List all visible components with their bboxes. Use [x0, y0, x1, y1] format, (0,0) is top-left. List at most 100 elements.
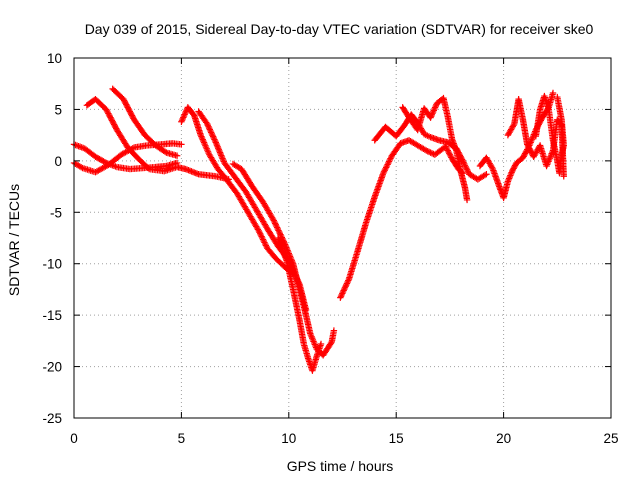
data-point	[109, 118, 116, 125]
data-point	[560, 173, 567, 180]
data-point	[273, 224, 281, 231]
data-point	[212, 139, 219, 146]
data-point	[261, 240, 269, 248]
data-point	[210, 134, 217, 142]
data-point	[505, 176, 512, 184]
data-point	[429, 110, 436, 117]
data-point	[337, 293, 345, 300]
y-tick-label: -5	[50, 205, 62, 220]
data-point	[511, 162, 519, 169]
series-4	[109, 85, 181, 159]
data-point	[380, 168, 388, 175]
data-point	[461, 162, 469, 169]
data-point	[504, 178, 512, 185]
data-point	[443, 146, 451, 153]
data-point	[481, 171, 489, 179]
data-point	[203, 120, 211, 128]
data-point	[327, 340, 335, 347]
data-point	[207, 129, 215, 136]
data-point	[383, 162, 391, 170]
series-11	[399, 94, 471, 204]
data-point	[338, 291, 345, 299]
data-point	[214, 143, 221, 150]
data-point	[257, 231, 265, 239]
data-point	[182, 108, 190, 115]
series-14	[532, 92, 567, 177]
data-point	[259, 234, 266, 242]
data-point	[521, 151, 528, 159]
x-tick-label: 10	[281, 431, 296, 446]
data-point	[211, 137, 219, 145]
data-point	[219, 156, 227, 164]
data-point	[179, 115, 186, 123]
series-9	[337, 137, 466, 301]
data-point	[101, 158, 109, 166]
data-point	[343, 280, 351, 287]
data-point	[205, 124, 213, 132]
data-point	[178, 118, 185, 125]
y-tick-label: -10	[42, 257, 62, 272]
data-point	[443, 144, 450, 152]
data-point	[510, 122, 517, 129]
data-point	[209, 133, 217, 140]
data-point	[202, 142, 209, 149]
data-point	[464, 168, 471, 175]
data-point	[122, 100, 129, 107]
data-points	[70, 85, 567, 374]
data-point	[386, 156, 393, 164]
data-point	[424, 148, 431, 155]
data-point	[127, 109, 134, 117]
data-point	[427, 149, 434, 156]
data-point	[128, 111, 135, 118]
data-point	[460, 159, 467, 166]
data-point	[525, 143, 532, 151]
data-point	[483, 171, 490, 178]
x-tick-label: 0	[70, 431, 78, 446]
data-point	[205, 123, 212, 130]
series-8	[274, 234, 325, 374]
data-point	[104, 108, 111, 116]
data-point	[330, 327, 338, 334]
data-point	[126, 108, 134, 115]
data-point	[124, 104, 131, 111]
data-point	[215, 145, 222, 152]
y-tick-label: 0	[54, 154, 62, 169]
data-point	[106, 113, 113, 120]
data-point	[510, 165, 517, 172]
data-point	[446, 151, 454, 158]
data-point	[432, 102, 439, 110]
data-point	[279, 235, 286, 243]
data-point	[217, 150, 224, 158]
data-point	[108, 117, 116, 124]
data-point	[213, 142, 221, 149]
data-point	[524, 141, 531, 148]
data-point	[180, 114, 187, 121]
data-point	[107, 114, 114, 121]
data-point	[342, 283, 349, 290]
data-point	[463, 166, 471, 173]
x-tick-label: 25	[603, 431, 618, 446]
y-tick-label: 5	[54, 102, 62, 117]
data-point	[344, 278, 351, 286]
x-tick-label: 5	[178, 431, 186, 446]
y-tick-label: -15	[42, 308, 62, 323]
data-point	[281, 239, 288, 247]
data-point	[258, 233, 265, 240]
data-point	[427, 114, 434, 121]
data-point	[275, 227, 282, 234]
data-point	[259, 236, 267, 243]
data-point	[276, 230, 284, 237]
data-point	[522, 149, 529, 156]
data-point	[381, 167, 388, 174]
data-point	[341, 284, 349, 291]
data-point	[277, 231, 284, 238]
data-point	[180, 112, 188, 120]
data-point	[274, 225, 281, 233]
chart-title: Day 039 of 2015, Sidereal Day-to-day VTE…	[85, 21, 594, 37]
data-point	[505, 175, 513, 182]
data-point	[103, 106, 110, 113]
series-10	[371, 111, 490, 183]
data-point	[429, 108, 437, 116]
data-point	[271, 220, 279, 227]
